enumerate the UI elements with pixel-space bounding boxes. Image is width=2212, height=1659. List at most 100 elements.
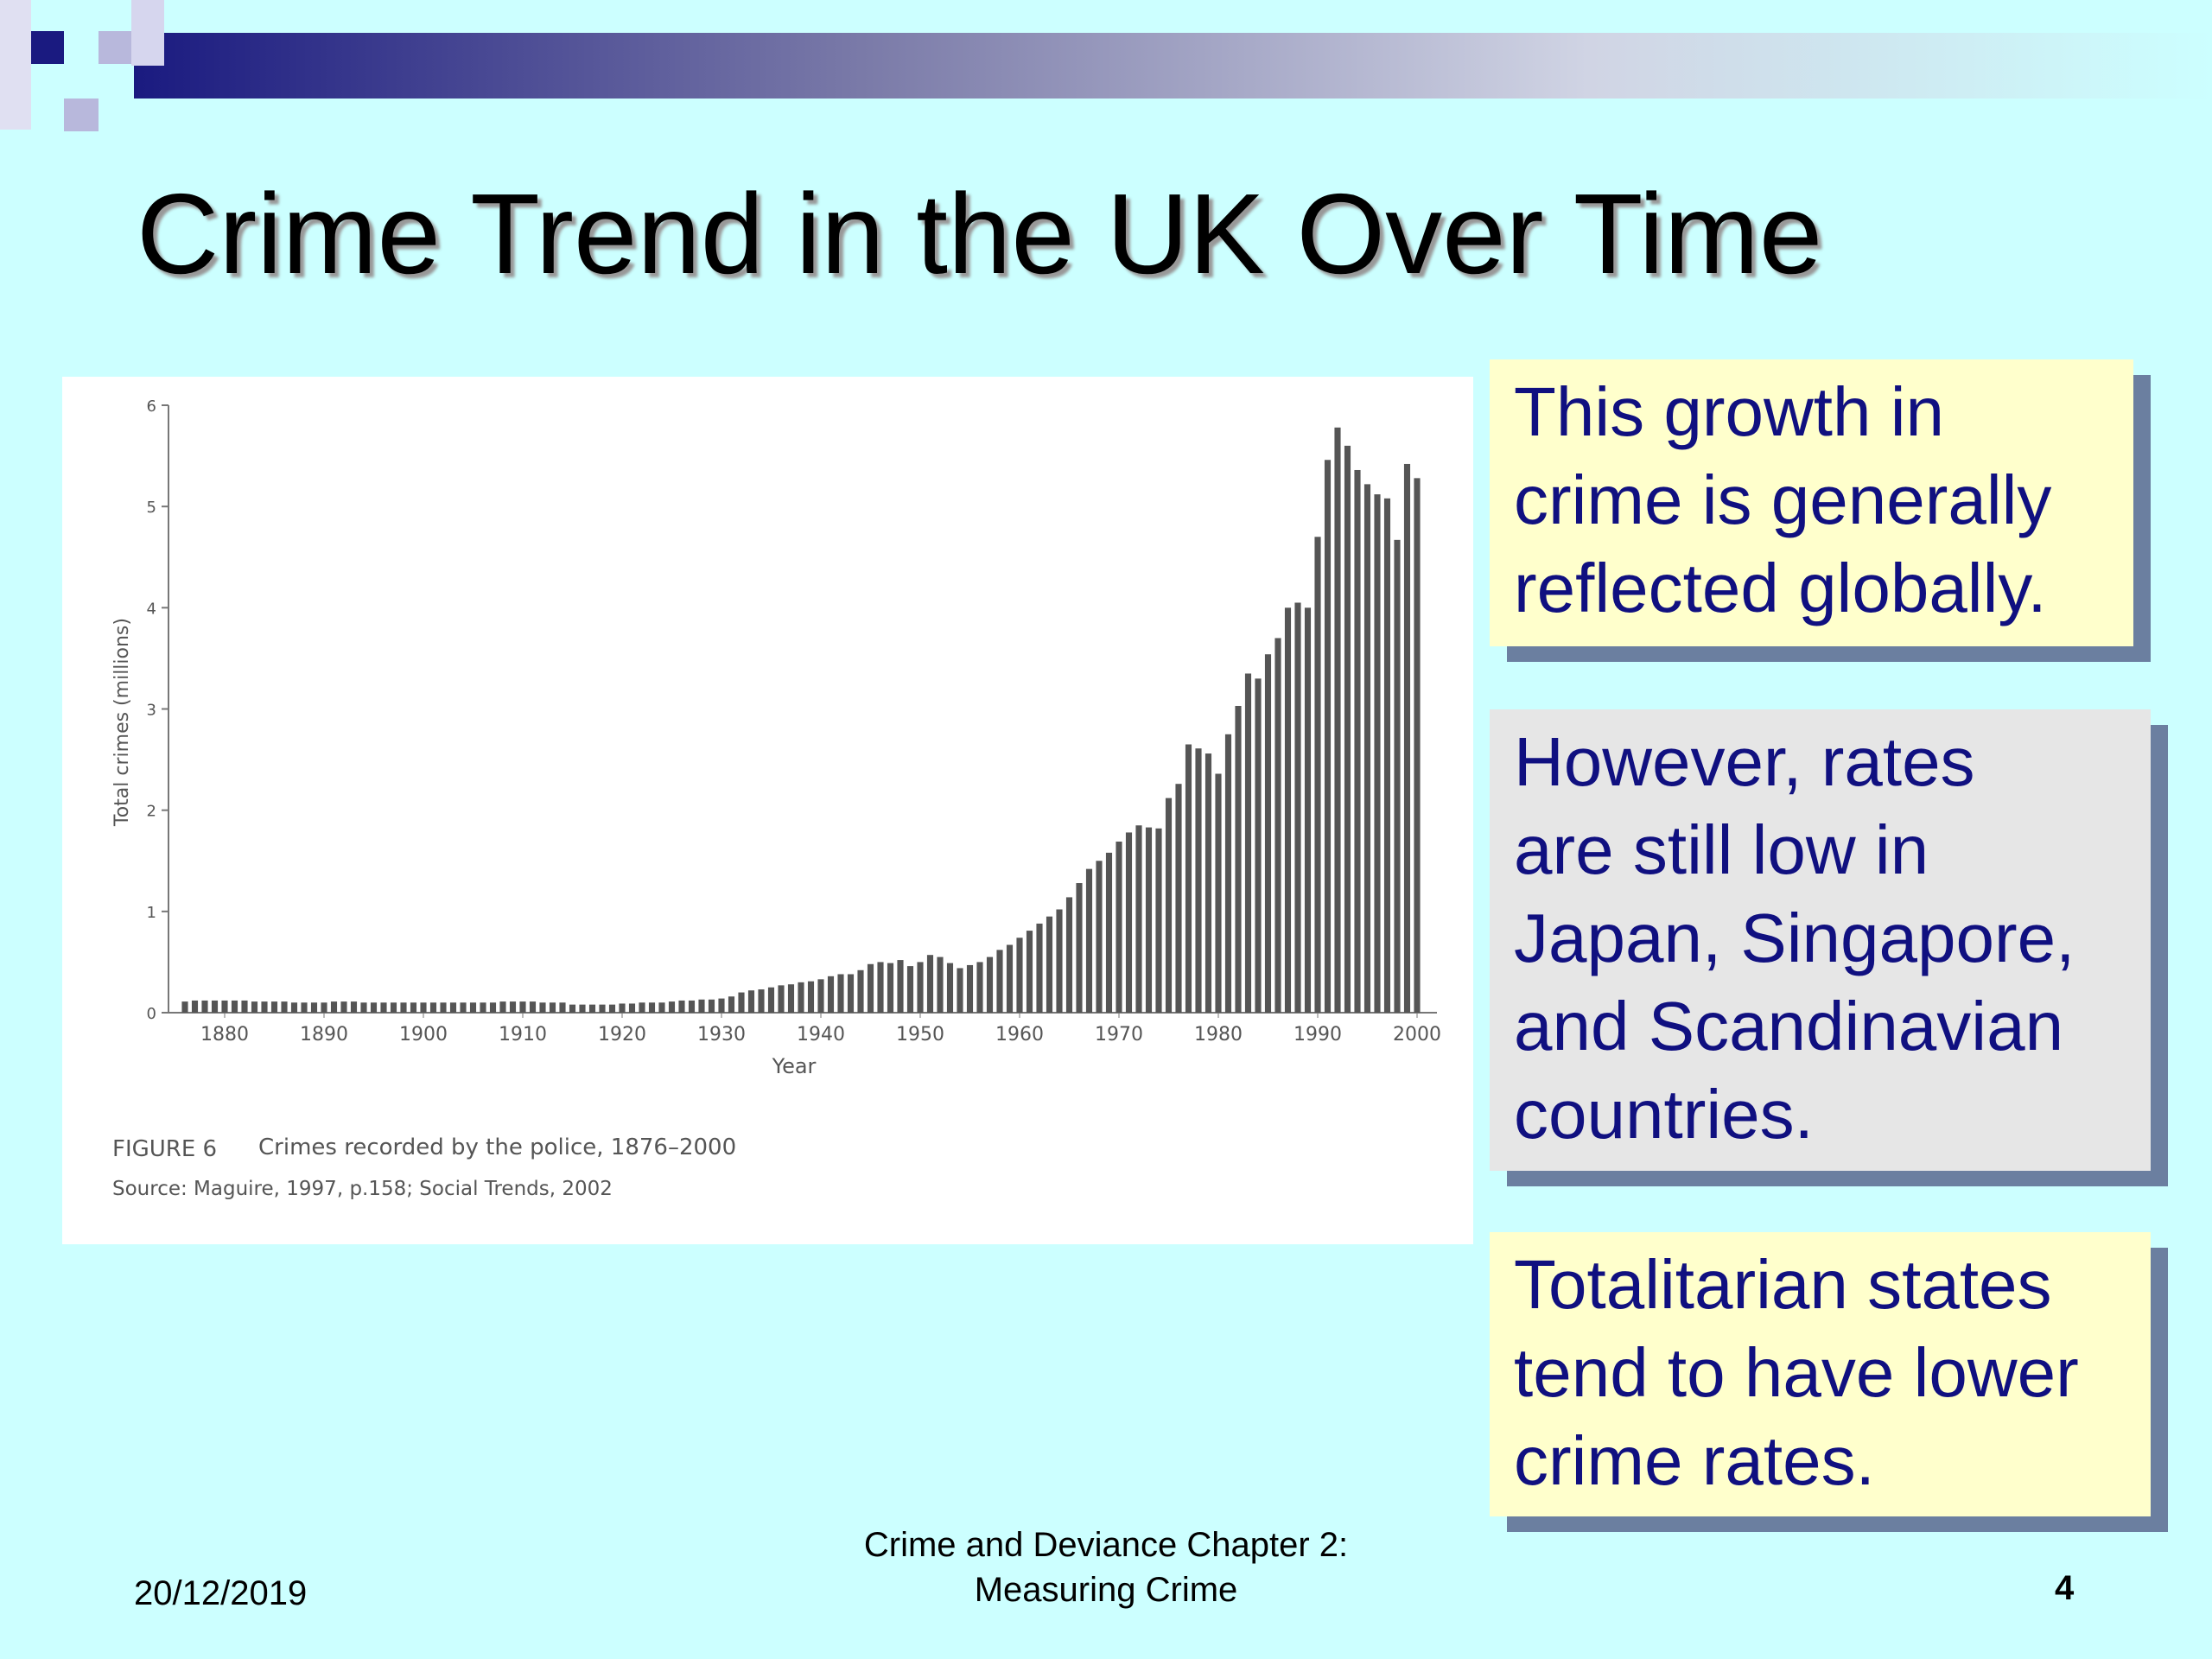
y-tick-label: 6 — [147, 397, 156, 416]
bar — [1116, 841, 1122, 1013]
chart-panel: 0 1 2 3 4 5 6 1880 1890 1900 1910 1920 1930 1940 1950 1… — [62, 377, 1473, 1244]
bar — [489, 1002, 497, 1013]
bar — [539, 1002, 546, 1013]
bar — [1006, 944, 1014, 1013]
bar — [588, 1004, 596, 1013]
bar — [837, 974, 844, 1013]
bar — [310, 1002, 318, 1013]
x-tick-label: 1930 — [697, 1024, 746, 1046]
bar — [440, 1002, 447, 1013]
y-tick-label: 0 — [147, 1005, 156, 1023]
bar — [857, 969, 864, 1013]
bar — [718, 998, 725, 1013]
x-tick-label: 1950 — [896, 1024, 944, 1046]
bar — [261, 1001, 268, 1013]
bar — [658, 1002, 665, 1013]
bar — [648, 1002, 656, 1013]
bar — [1056, 909, 1063, 1013]
bar — [1394, 539, 1401, 1013]
bar — [937, 957, 944, 1013]
bar — [1145, 827, 1153, 1013]
text-line: reflected globally. — [1514, 550, 2047, 626]
slide-title: Crime Trend in the UK Over Time — [137, 170, 1823, 297]
bar — [1085, 868, 1093, 1013]
bar — [350, 1001, 358, 1013]
page-number: 4 — [2055, 1569, 2075, 1607]
bar — [380, 1002, 387, 1013]
bar — [867, 963, 874, 1013]
bar — [1314, 537, 1321, 1013]
bar — [281, 1001, 288, 1013]
bar — [519, 1001, 526, 1013]
y-tick-label: 5 — [147, 499, 156, 517]
bar — [1215, 773, 1222, 1013]
bar — [231, 1000, 238, 1013]
deco-square — [31, 31, 64, 64]
bar — [1354, 469, 1361, 1013]
bar — [1324, 460, 1332, 1013]
bar — [1205, 753, 1212, 1013]
bar — [926, 955, 934, 1013]
bar — [698, 999, 705, 1013]
bar — [1284, 607, 1292, 1013]
bar — [221, 1000, 228, 1013]
text-line: Japan, Singapore, — [1514, 899, 2075, 976]
text-line: tend to have lower — [1514, 1334, 2079, 1411]
bar — [1135, 825, 1142, 1013]
bar — [668, 1001, 676, 1013]
bar — [986, 957, 994, 1013]
bar — [1195, 748, 1202, 1013]
bar — [628, 1003, 636, 1013]
bar — [1383, 498, 1391, 1013]
bar — [778, 985, 785, 1013]
bar — [688, 1000, 696, 1013]
bar — [549, 1002, 556, 1013]
bar — [390, 1002, 397, 1013]
bar — [400, 1002, 407, 1013]
bar — [608, 1004, 616, 1013]
bar — [877, 962, 884, 1013]
x-tick-label: 1980 — [1194, 1024, 1243, 1046]
bar — [1036, 923, 1043, 1013]
bar — [747, 990, 755, 1013]
bar — [1076, 883, 1083, 1013]
bar — [1304, 607, 1312, 1013]
bar — [738, 992, 745, 1013]
bar — [1235, 705, 1242, 1013]
bar — [639, 1002, 645, 1013]
bar — [1244, 673, 1252, 1013]
bar — [798, 982, 804, 1013]
x-tick-label: 2000 — [1393, 1024, 1441, 1046]
bar — [1334, 427, 1341, 1013]
chart: 0 1 2 3 4 5 6 1880 1890 1900 1910 1920 1930 1940 1950 1… — [111, 397, 1441, 1200]
bar — [1165, 798, 1173, 1013]
bar — [1294, 602, 1301, 1013]
bar — [1096, 861, 1103, 1013]
text-line: However, rates — [1514, 723, 1975, 800]
x-tick-label: 1910 — [499, 1024, 547, 1046]
bar — [1026, 931, 1033, 1013]
text-line: and Scandinavian — [1514, 988, 2064, 1065]
bar — [420, 1002, 427, 1013]
text-box: This growth in crime is generally reflecte… — [1490, 359, 2133, 646]
bar — [499, 1001, 506, 1013]
bar — [211, 1000, 219, 1013]
bar — [301, 1002, 308, 1013]
bar — [1255, 678, 1262, 1013]
bar — [251, 1001, 258, 1013]
x-axis-label: Year — [772, 1054, 817, 1078]
bar — [678, 1000, 685, 1013]
bar — [767, 987, 775, 1013]
bar — [619, 1003, 626, 1013]
bar — [708, 999, 715, 1013]
x-tick-label: 1960 — [995, 1024, 1044, 1046]
bar — [191, 1000, 199, 1013]
bar — [1414, 478, 1421, 1013]
figure-caption: Crimes recorded by the police, 1876–2000 — [258, 1135, 736, 1160]
bar — [290, 1002, 298, 1013]
bar — [529, 1001, 537, 1013]
bar — [449, 1002, 457, 1013]
bar — [1065, 897, 1073, 1013]
deco-square — [64, 99, 99, 131]
